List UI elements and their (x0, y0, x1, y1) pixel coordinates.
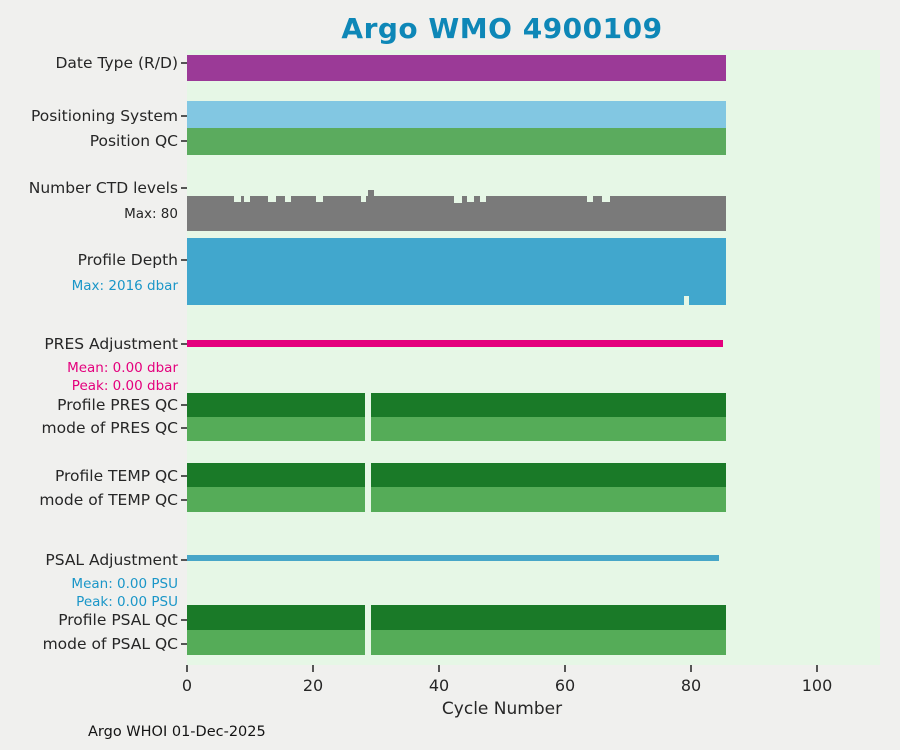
mode-pres-qc-ytick (181, 427, 187, 429)
x-tick-label-80: 80 (680, 676, 702, 695)
position-qc-label: Position QC (89, 132, 178, 150)
number-ctd-levels-notch-7 (467, 196, 474, 202)
mode-pres-qc-bar (187, 417, 726, 441)
profile-psal-qc-bar (187, 605, 726, 630)
number-ctd-levels-spike-0 (368, 190, 374, 196)
x-tick-0 (186, 665, 188, 672)
number-ctd-levels-notch-1 (243, 196, 250, 202)
profile-temp-qc-bar (187, 463, 726, 487)
mode-psal-qc-bar (187, 630, 726, 655)
mode-psal-qc-label: mode of PSAL QC (42, 635, 178, 653)
x-tick-label-60: 60 (554, 676, 576, 695)
number-ctd-levels-notch-5 (360, 196, 366, 202)
y-axis-labels: Date Type (R/D) Positioning System Positio… (0, 0, 183, 750)
profile-temp-qc-gap-0 (364, 463, 371, 487)
x-axis-label: Cycle Number (441, 699, 563, 719)
x-tick-40 (438, 665, 440, 672)
mode-temp-qc-bar (187, 487, 726, 512)
positioning-system-label: Positioning System (30, 107, 178, 125)
psal-adjustment-label: PSAL Adjustment (45, 551, 178, 569)
number-ctd-levels-notch-2 (268, 196, 276, 202)
date-type-bar (187, 55, 726, 81)
profile-temp-qc-ytick (181, 475, 187, 477)
profile-depth-bar (187, 238, 726, 305)
x-tick-60 (564, 665, 566, 672)
pres-adjustment-label: PRES Adjustment (44, 335, 178, 353)
number-ctd-levels-notch-6 (454, 196, 462, 203)
footer-text: Argo WHOI 01-Dec-2025 (88, 724, 266, 740)
psal-adjustment-bar (187, 555, 720, 561)
positioning-system-ytick (181, 115, 187, 117)
x-tick-label-0: 0 (181, 676, 193, 695)
profile-depth-label: Profile Depth (77, 251, 178, 269)
x-tick-80 (690, 665, 692, 672)
pres-adjustment-sublabel-0: Mean: 0.00 dbar (67, 360, 178, 376)
profile-temp-qc-label: Profile TEMP QC (54, 467, 178, 485)
profile-pres-qc-ytick (181, 404, 187, 406)
position-qc-bar (187, 128, 726, 155)
number-ctd-levels-notch-3 (284, 196, 291, 202)
x-tick-100 (816, 665, 818, 672)
mode-pres-qc-gap-0 (364, 417, 371, 441)
mode-pres-qc-label: mode of PRES QC (41, 419, 178, 437)
number-ctd-levels-label: Number CTD levels (28, 179, 178, 197)
pres-adjustment-bar (187, 340, 723, 347)
psal-adjustment-ytick (181, 559, 187, 561)
profile-pres-qc-bar (187, 393, 726, 417)
number-ctd-levels-notch-9 (587, 196, 594, 202)
x-tick-label-100: 100 (801, 676, 833, 695)
profile-depth-notch-0 (683, 296, 690, 305)
x-tick-20 (312, 665, 314, 672)
number-ctd-levels-ytick (181, 187, 187, 189)
mode-temp-qc-label: mode of TEMP QC (39, 491, 178, 509)
mode-psal-qc-gap-0 (364, 630, 371, 655)
mode-temp-qc-gap-0 (364, 487, 371, 512)
x-tick-label-40: 40 (428, 676, 450, 695)
date-type-ytick (181, 62, 187, 64)
profile-psal-qc-ytick (181, 619, 187, 621)
date-type-label: Date Type (R/D) (55, 54, 178, 72)
positioning-system-bar (187, 101, 726, 128)
profile-depth-ytick (181, 259, 187, 261)
psal-adjustment-sublabel-1: Peak: 0.00 PSU (76, 594, 178, 610)
psal-adjustment-sublabel-0: Mean: 0.00 PSU (71, 576, 178, 592)
pres-adjustment-sublabel-1: Peak: 0.00 dbar (71, 378, 178, 394)
x-axis: 0 20 40 60 80 100 (182, 665, 880, 699)
y-axis-ticks (181, 0, 187, 670)
pres-adjustment-ytick (181, 343, 187, 345)
number-ctd-levels-notch-10 (601, 196, 611, 202)
x-tick-label-20: 20 (302, 676, 324, 695)
position-qc-ytick (181, 140, 187, 142)
profile-psal-qc-label: Profile PSAL QC (58, 611, 178, 629)
plot-area (187, 50, 880, 665)
mode-psal-qc-ytick (181, 643, 187, 645)
chart-title: Argo WMO 4900109 (341, 12, 663, 45)
profile-pres-qc-gap-0 (364, 393, 371, 417)
number-ctd-levels-notch-0 (234, 196, 241, 202)
number-ctd-levels-notch-4 (315, 196, 324, 202)
mode-temp-qc-ytick (181, 499, 187, 501)
number-ctd-levels-notch-8 (479, 196, 487, 202)
number-ctd-levels-sublabel-0: Max: 80 (124, 206, 178, 222)
profile-depth-sublabel-0: Max: 2016 dbar (71, 278, 178, 294)
profile-pres-qc-label: Profile PRES QC (57, 396, 178, 414)
profile-psal-qc-gap-0 (364, 605, 371, 630)
